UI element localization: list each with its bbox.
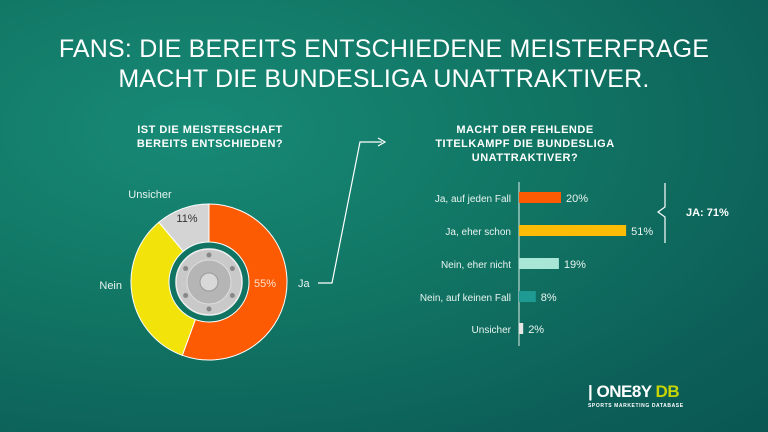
trophy-stud [229,266,235,271]
bar-category-label: Ja, eher schon [445,227,511,238]
connector-arrow [318,141,382,284]
page-title: FANS: DIE BEREITS ENTSCHIEDENE MEISTERFR… [0,34,768,94]
slice-category-label: Ja [298,278,311,290]
bar-value-label: 51% [631,226,653,238]
bar-category-label: Unsicher [472,325,512,336]
bar-4 [519,323,524,334]
trophy-stud [183,266,189,271]
logo: | ONE8Y DB SPORTS MARKETING DATABASE [588,382,684,409]
slice-value-label: 55% [254,278,276,290]
donut-slice-ja [181,203,288,361]
bar-1 [519,225,627,236]
bar-2 [519,258,559,269]
bar-category-label: Nein, eher nicht [441,260,511,271]
trophy-center [199,272,219,292]
title-line-1: FANS: DIE BEREITS ENTSCHIEDENE MEISTERFR… [58,35,710,63]
bar-title: MACHT DER FEHLENDE TITELKAMPF DIE BUNDES… [435,124,615,164]
ja-total-annotation: JA: 71% [686,207,729,219]
slice-value-label: 11% [176,213,197,225]
donut-slice-unsicher [158,203,210,253]
bar-category-label: Ja, auf jeden Fall [435,194,511,205]
bar-0 [519,192,561,203]
donut-title: IST DIE MEISTERSCHAFT BEREITS ENTSCHIEDE… [136,124,284,150]
trophy-stud [183,293,189,298]
trophy-stud [206,252,212,258]
title-line-2: MACHT DIE BUNDESLIGA UNATTRAKTIVER. [118,65,650,93]
trophy-stud [229,293,235,298]
slice-category-label: Unsicher [128,189,172,201]
donut-slice-nein [130,221,196,356]
bar-value-label: 20% [566,193,588,205]
bar-3 [519,291,536,302]
trophy-stud [206,306,212,312]
bar-value-label: 8% [541,292,557,304]
brace-icon [656,183,666,243]
bar-value-label: 19% [564,259,586,271]
arrow-head-icon [377,137,387,147]
slice-category-label: Nein [99,280,122,292]
bar-category-label: Nein, auf keinen Fall [420,293,511,304]
bar-value-label: 2% [528,324,544,336]
